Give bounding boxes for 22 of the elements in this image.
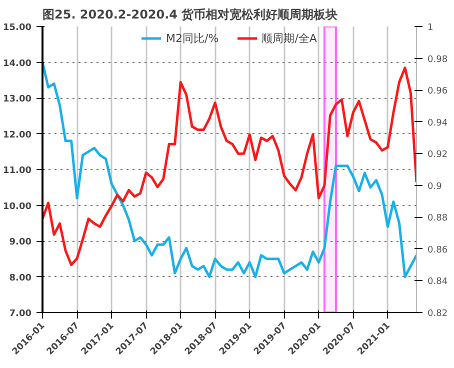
y2-tick-label: 0.98 [428, 54, 448, 65]
y-tick-label: 15.00 [3, 23, 32, 33]
y-tick-label: 10.00 [3, 202, 32, 212]
y2-tick-label: 0.84 [428, 277, 448, 288]
y-tick-label: 12.00 [3, 130, 32, 140]
y2-tick-label: 1 [428, 23, 434, 33]
y2-tick-label: 0.86 [428, 245, 448, 256]
y-tick-label: 8.00 [9, 273, 32, 284]
y-tick-label: 11.00 [3, 166, 32, 176]
y2-tick-label: 0.88 [428, 214, 448, 224]
y2-tick-label: 0.9 [428, 182, 442, 192]
legend-label: M2同比/% [166, 30, 219, 46]
y2-tick-label: 0.96 [428, 86, 448, 97]
y2-tick-label: 0.94 [428, 118, 448, 128]
y-tick-label: 7.00 [9, 309, 32, 319]
y-tick-label: 13.00 [3, 94, 32, 104]
y2-tick-label: 0.92 [428, 150, 448, 160]
y2-tick-label: 0.82 [428, 309, 448, 319]
legend-label: 顺周期/全A [262, 30, 317, 46]
y-tick-label: 9.00 [9, 238, 32, 248]
chart-title: 图25. 2020.2-2020.4 货币相对宽松利好顺周期板块 [42, 8, 338, 22]
y-tick-label: 14.00 [3, 58, 32, 69]
